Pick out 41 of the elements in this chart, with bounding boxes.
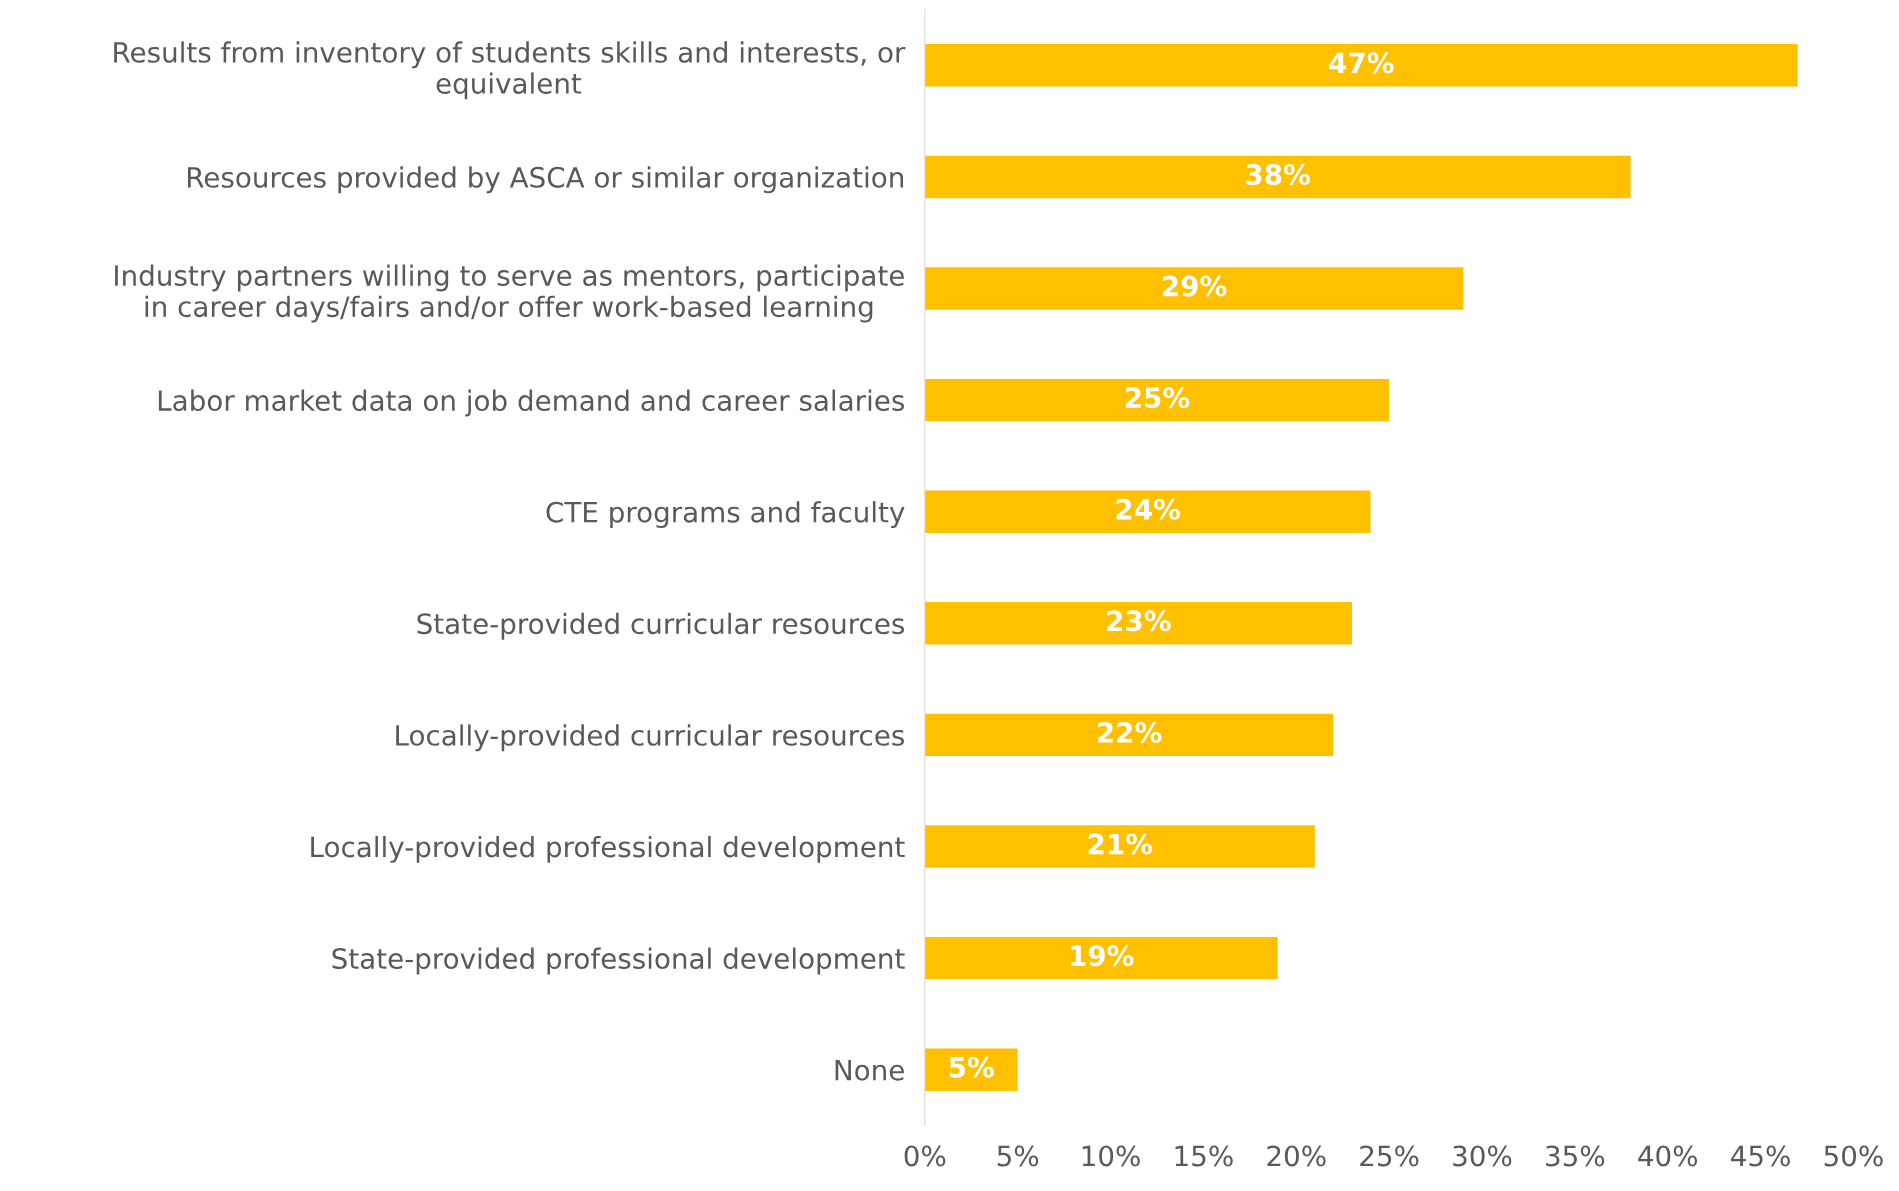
data-label: 29% xyxy=(1163,275,1227,297)
x-tick-label: 45% xyxy=(1731,1145,1790,1167)
bar xyxy=(924,490,1371,533)
data-label: 25% xyxy=(1125,387,1190,409)
bar xyxy=(924,155,1631,199)
x-tick-label: 25% xyxy=(1360,1145,1419,1167)
y-tick-label: Results from inventory of students skills and interests, or equivalent xyxy=(114,41,906,100)
bar xyxy=(924,825,1315,868)
x-tick-label: 15% xyxy=(1175,1145,1233,1167)
y-tick-label: Industry partners willing to serve as mentors, participate in career days/fairs and/or offer work-based learning xyxy=(115,264,904,323)
data-label: 23% xyxy=(1107,610,1171,632)
y-tick-label: State-provided professional development xyxy=(332,947,905,975)
data-label: 22% xyxy=(1098,721,1162,743)
data-label: 5% xyxy=(949,1056,994,1078)
data-label: 38% xyxy=(1246,163,1311,185)
y-tick-label: CTE programs and faculty xyxy=(546,501,905,529)
x-tick-label: 50% xyxy=(1824,1145,1883,1167)
bar xyxy=(924,602,1352,645)
y-tick-label: Resources provided by ASCA or similar organization xyxy=(187,166,904,194)
y-tick-label: Locally-provided curricular resources xyxy=(396,724,904,752)
data-label: 24% xyxy=(1116,498,1181,520)
data-label: 47% xyxy=(1329,52,1394,74)
y-tick-label: Locally-provided professional development xyxy=(311,835,905,863)
x-tick-label: 5% xyxy=(997,1145,1039,1167)
x-tick-label: 0% xyxy=(904,1145,946,1167)
bar xyxy=(924,267,1464,310)
bar xyxy=(924,713,1334,757)
bar xyxy=(924,378,1390,422)
y-tick-label: None xyxy=(835,1060,904,1081)
y-tick-label: Labor market data on job demand and career salaries xyxy=(158,389,905,417)
data-label: 21% xyxy=(1088,833,1153,855)
x-tick-label: 40% xyxy=(1638,1145,1698,1167)
bar xyxy=(924,1048,1018,1091)
x-tick-label: 20% xyxy=(1267,1145,1326,1167)
x-tick-label: 35% xyxy=(1546,1145,1605,1167)
bar xyxy=(924,44,1798,87)
x-tick-label: 10% xyxy=(1082,1145,1140,1167)
bar xyxy=(924,936,1278,980)
data-label: 19% xyxy=(1071,945,1134,967)
y-tick-label: State-provided curricular resources xyxy=(417,612,905,640)
x-tick-label: 30% xyxy=(1453,1145,1512,1167)
